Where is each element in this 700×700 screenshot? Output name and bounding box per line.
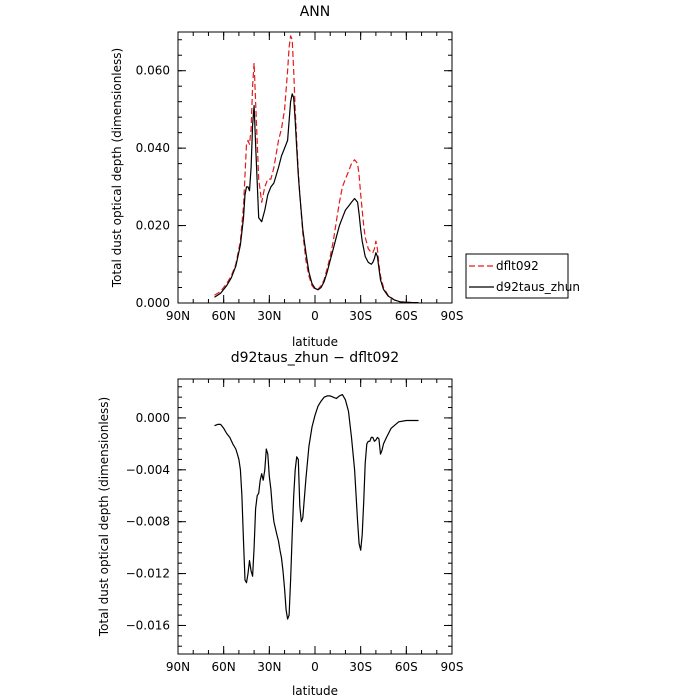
x-tick-label: 30S <box>349 660 372 674</box>
series-line-d92taus_zhun <box>214 93 419 304</box>
y-tick-label: −0.016 <box>126 618 170 632</box>
y-axis-title: Total dust optical depth (dimensionless) <box>97 397 111 637</box>
x-axis-title: latitude <box>292 684 338 698</box>
y-tick-label: 0.060 <box>136 64 170 78</box>
x-tick-label: 60S <box>395 660 418 674</box>
x-tick-label: 60N <box>212 309 236 323</box>
y-tick-label: −0.004 <box>126 463 170 477</box>
x-tick-label: 90S <box>441 309 464 323</box>
chart-title: d92taus_zhun − dflt092 <box>231 350 399 366</box>
x-tick-label: 90N <box>166 309 190 323</box>
series-line-dflt092 <box>214 35 419 304</box>
series-line-series-0 <box>214 394 419 620</box>
legend-label: dflt092 <box>496 259 539 273</box>
x-tick-label: 0 <box>311 309 319 323</box>
x-tick-label: 60N <box>212 660 236 674</box>
y-tick-label: 0.020 <box>136 219 170 233</box>
legend-box <box>465 253 569 299</box>
x-tick-label: 30S <box>349 309 372 323</box>
chart-title: ANN <box>300 4 331 20</box>
x-tick-label: 30N <box>257 660 281 674</box>
y-axis-title: Total dust optical depth (dimensionless) <box>110 48 124 288</box>
panel-top: 90N 60N 30N 0 30S 60S 90S 0.000 0.020 0.040 0.060 A… <box>110 4 580 349</box>
x-tick-label: 90N <box>166 660 190 674</box>
y-tick-label: 0.000 <box>136 411 170 425</box>
y-tick-label: 0.040 <box>136 141 170 155</box>
panel-bottom: 90N 60N 30N 0 30S 60S 90S 0.000 −0.004 −0.008 −0.0… <box>97 350 463 698</box>
x-tick-label: 60S <box>395 309 418 323</box>
x-tick-label: 30N <box>257 309 281 323</box>
x-tick-label: 0 <box>311 660 319 674</box>
y-tick-label: 0.000 <box>136 296 170 310</box>
legend-label: d92taus_zhun <box>496 280 580 294</box>
y-tick-label: −0.012 <box>126 567 170 581</box>
plot-frame <box>177 31 453 304</box>
x-axis-title: latitude <box>292 335 338 349</box>
x-tick-label: 90S <box>441 660 464 674</box>
legend: dflt092 d92taus_zhun <box>465 253 580 299</box>
y-tick-label: −0.008 <box>126 515 170 529</box>
